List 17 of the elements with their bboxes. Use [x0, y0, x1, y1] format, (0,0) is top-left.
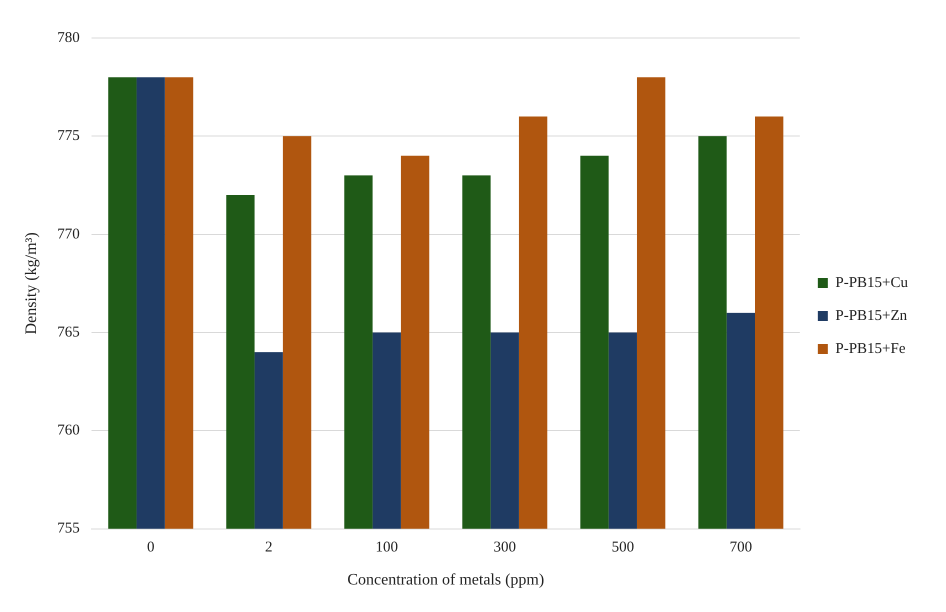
- x-tick-label: 2: [264, 540, 272, 556]
- y-tick-label: 780: [57, 30, 80, 46]
- x-tick-label: 300: [494, 540, 516, 556]
- x-tick-label: 0: [146, 540, 154, 556]
- x-tick-label: 500: [612, 540, 634, 556]
- x-axis-title: Concentration of metals (ppm): [347, 572, 544, 589]
- legend-label: P-PB15+Cu: [835, 274, 908, 291]
- legend-label: P-PB15+Zn: [835, 308, 908, 324]
- y-tick-label: 755: [57, 520, 80, 537]
- x-tick-label: 700: [730, 540, 752, 556]
- x-tick-label: 100: [376, 540, 398, 556]
- y-tick-label: 775: [57, 128, 80, 144]
- y-tick-label: 760: [57, 422, 80, 439]
- y-tick-label: 770: [57, 226, 80, 242]
- y-tick-label: 765: [57, 324, 80, 340]
- y-axis-title: Density (kg/m³): [22, 232, 40, 334]
- legend-label: P-PB15+Fe: [835, 340, 906, 357]
